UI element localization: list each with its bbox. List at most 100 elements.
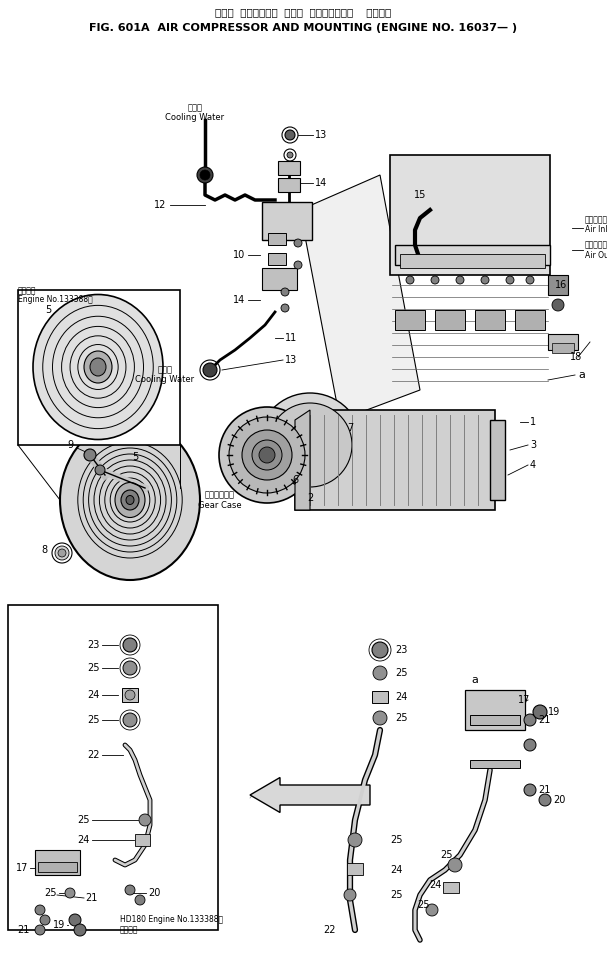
Text: エアー出口: エアー出口	[585, 241, 607, 249]
Text: 適用号機: 適用号機	[120, 925, 138, 934]
Bar	[372, 691, 388, 703]
Bar	[470, 715, 520, 725]
Circle shape	[372, 642, 388, 658]
Text: HD180 Engine No.133388～: HD180 Engine No.133388～	[120, 916, 223, 924]
Ellipse shape	[84, 351, 112, 383]
Text: 6: 6	[292, 475, 298, 485]
Circle shape	[123, 638, 137, 652]
Circle shape	[426, 904, 438, 916]
Bar	[135, 834, 150, 846]
Text: 13: 13	[285, 355, 297, 365]
Circle shape	[229, 417, 305, 493]
Circle shape	[533, 705, 547, 719]
Circle shape	[58, 549, 66, 557]
Polygon shape	[300, 175, 420, 420]
Circle shape	[197, 167, 213, 183]
Circle shape	[35, 905, 45, 915]
Text: 16: 16	[555, 280, 568, 290]
Text: 19: 19	[53, 920, 65, 930]
Text: 25: 25	[395, 713, 407, 723]
Bar	[400, 254, 545, 268]
Text: 23: 23	[87, 640, 100, 650]
Circle shape	[287, 152, 293, 158]
Bar	[395, 245, 550, 265]
Bar	[295, 410, 495, 510]
Bar	[390, 155, 550, 275]
Circle shape	[526, 276, 534, 284]
Circle shape	[294, 261, 302, 269]
Bar	[395, 310, 425, 330]
Circle shape	[268, 403, 352, 487]
Circle shape	[123, 661, 137, 675]
Text: 25: 25	[44, 888, 57, 898]
Text: 22: 22	[324, 925, 336, 935]
Bar	[268, 253, 286, 265]
Bar	[122, 688, 138, 702]
Bar	[548, 275, 568, 295]
Text: ギヤーケース: ギヤーケース	[205, 491, 235, 500]
Bar	[515, 310, 545, 330]
Circle shape	[539, 794, 551, 806]
Bar	[470, 760, 520, 768]
Text: 7: 7	[347, 423, 353, 433]
Bar	[490, 420, 505, 500]
Bar	[262, 268, 297, 290]
Text: 25: 25	[418, 900, 430, 910]
Circle shape	[40, 915, 50, 925]
Circle shape	[55, 546, 69, 560]
Bar	[552, 343, 574, 353]
Text: 20: 20	[148, 888, 160, 898]
Text: Air Outlet: Air Outlet	[585, 250, 607, 259]
Text: 20: 20	[553, 795, 565, 805]
Text: 5: 5	[45, 305, 51, 315]
Text: 9: 9	[67, 440, 73, 450]
Text: 冷却水: 冷却水	[157, 365, 172, 374]
Text: エアー入口: エアー入口	[585, 215, 607, 224]
Circle shape	[65, 888, 75, 898]
Circle shape	[456, 276, 464, 284]
Circle shape	[281, 288, 289, 296]
Text: 17: 17	[16, 863, 28, 873]
Text: 25: 25	[78, 815, 90, 825]
Text: 10: 10	[232, 250, 245, 260]
Text: 24: 24	[395, 692, 407, 702]
Bar	[18, 290, 180, 445]
Circle shape	[135, 895, 145, 905]
Text: Cooling Water: Cooling Water	[135, 376, 195, 385]
Bar	[8, 605, 218, 930]
Bar	[278, 178, 300, 192]
Bar	[475, 310, 505, 330]
Text: 25: 25	[390, 835, 402, 845]
Circle shape	[506, 276, 514, 284]
Text: Gear Case: Gear Case	[198, 501, 242, 509]
Text: a: a	[472, 675, 478, 685]
Text: 17: 17	[518, 695, 531, 705]
Text: 3: 3	[530, 440, 536, 450]
Text: Engine No.133388～: Engine No.133388～	[18, 295, 93, 305]
Circle shape	[294, 239, 302, 247]
Bar	[38, 862, 77, 872]
Bar	[35, 850, 80, 875]
Text: 21: 21	[538, 715, 551, 725]
Text: 21: 21	[85, 893, 97, 903]
Circle shape	[552, 299, 564, 311]
Circle shape	[200, 170, 210, 180]
Text: 4: 4	[530, 460, 536, 470]
Text: 12: 12	[154, 200, 166, 210]
Text: a: a	[578, 370, 585, 380]
Text: 15: 15	[414, 190, 426, 200]
Circle shape	[35, 925, 45, 935]
Text: エアー  コンプレッサ  および  マウンティング    通用号機: エアー コンプレッサ および マウンティング 通用号機	[215, 7, 391, 17]
Text: FIG. 601A  AIR COMPRESSOR AND MOUNTING (ENGINE NO. 16037— ): FIG. 601A AIR COMPRESSOR AND MOUNTING (E…	[89, 23, 517, 33]
Text: Cooling Water: Cooling Water	[166, 113, 225, 122]
Circle shape	[139, 814, 151, 826]
Text: 23: 23	[395, 645, 407, 655]
Bar	[443, 882, 459, 893]
Ellipse shape	[60, 420, 200, 580]
Bar	[268, 233, 286, 245]
Circle shape	[448, 858, 462, 872]
Text: Air Inlet: Air Inlet	[585, 226, 607, 235]
Text: 18: 18	[570, 352, 582, 362]
Text: 19: 19	[548, 707, 560, 717]
Circle shape	[285, 130, 295, 140]
